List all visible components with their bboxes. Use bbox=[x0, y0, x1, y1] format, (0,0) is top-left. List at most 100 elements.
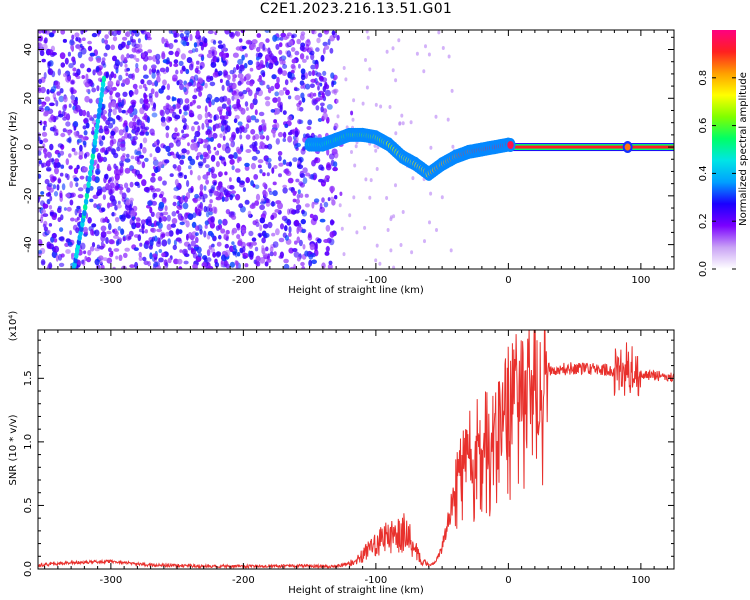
noise-cell bbox=[232, 244, 237, 251]
noise-cell bbox=[258, 111, 265, 117]
noise-cell bbox=[116, 30, 122, 36]
x-tick-label: -300 bbox=[100, 275, 123, 286]
noise-cell bbox=[217, 106, 223, 113]
noise-cell bbox=[83, 79, 89, 86]
noise-cell bbox=[296, 226, 300, 234]
noise-cell bbox=[162, 79, 167, 86]
y-tick-label: 1.5 bbox=[23, 370, 34, 386]
noise-cell bbox=[331, 89, 337, 94]
noise-cell bbox=[267, 143, 273, 150]
noise-cell bbox=[38, 136, 41, 142]
noise-cell bbox=[282, 159, 287, 165]
noise-cell bbox=[294, 219, 300, 227]
noise-cell bbox=[144, 240, 150, 245]
noise-cell bbox=[42, 203, 49, 209]
noise-cell bbox=[221, 47, 227, 52]
noise-cell bbox=[49, 143, 54, 151]
noise-cell bbox=[43, 147, 47, 155]
noise-cell bbox=[103, 52, 108, 57]
noise-cell bbox=[287, 95, 292, 100]
noise-cell bbox=[172, 201, 177, 207]
noise-cell bbox=[107, 145, 113, 152]
noise-cell bbox=[100, 234, 106, 242]
noise-cell bbox=[243, 62, 248, 69]
noise-cell bbox=[256, 46, 261, 53]
streak-cell bbox=[100, 80, 106, 88]
streak-cell bbox=[94, 128, 99, 136]
noise-cell bbox=[440, 195, 444, 200]
noise-cell bbox=[278, 49, 283, 55]
noise-cell bbox=[194, 47, 199, 53]
signal-cell bbox=[624, 143, 631, 151]
noise-cell bbox=[315, 241, 318, 249]
noise-cell bbox=[111, 211, 115, 217]
noise-cell bbox=[76, 164, 80, 170]
noise-cell bbox=[44, 110, 50, 114]
noise-cell bbox=[236, 64, 240, 70]
noise-cell bbox=[155, 146, 161, 154]
streak-cell bbox=[87, 175, 92, 183]
noise-cell bbox=[60, 164, 65, 169]
noise-cell bbox=[181, 129, 185, 134]
noise-cell bbox=[270, 214, 275, 220]
noise-cell bbox=[110, 44, 115, 51]
noise-cell bbox=[170, 223, 176, 228]
noise-cell bbox=[132, 83, 138, 90]
noise-cell bbox=[224, 171, 228, 176]
noise-cell bbox=[261, 119, 266, 124]
noise-cell bbox=[252, 220, 257, 226]
noise-cell bbox=[450, 88, 454, 93]
noise-cell bbox=[292, 157, 298, 163]
noise-cell bbox=[64, 57, 69, 65]
noise-cell bbox=[339, 191, 343, 196]
noise-cell bbox=[148, 92, 153, 99]
noise-cell bbox=[176, 98, 181, 104]
noise-cell bbox=[140, 30, 145, 34]
noise-cell bbox=[147, 56, 153, 61]
noise-cell bbox=[271, 128, 277, 134]
noise-cell bbox=[166, 116, 172, 123]
noise-cell bbox=[63, 95, 68, 103]
noise-cell bbox=[54, 167, 59, 175]
noise-cell bbox=[114, 217, 120, 223]
noise-cell bbox=[335, 99, 339, 104]
noise-cell bbox=[110, 250, 114, 255]
noise-cell bbox=[52, 184, 57, 190]
noise-cell bbox=[208, 49, 213, 55]
noise-cell bbox=[116, 146, 121, 152]
noise-cell bbox=[399, 243, 403, 247]
noise-cell bbox=[265, 157, 272, 163]
noise-cell bbox=[193, 121, 199, 125]
noise-cell bbox=[107, 163, 111, 171]
noise-cell bbox=[211, 99, 216, 106]
noise-cell bbox=[264, 261, 269, 267]
noise-cell bbox=[178, 239, 183, 244]
noise-cell bbox=[300, 261, 305, 267]
noise-cell bbox=[254, 133, 260, 140]
noise-cell bbox=[53, 238, 58, 243]
noise-cell bbox=[91, 126, 95, 131]
noise-cell bbox=[211, 51, 215, 56]
noise-cell bbox=[287, 177, 294, 184]
noise-cell bbox=[152, 165, 156, 170]
noise-cell bbox=[129, 197, 134, 202]
streak-cell bbox=[101, 75, 107, 83]
noise-cell bbox=[389, 217, 393, 222]
noise-cell bbox=[217, 219, 223, 225]
noise-cell bbox=[87, 249, 92, 256]
noise-cell bbox=[185, 220, 190, 228]
noise-cell bbox=[105, 72, 109, 79]
noise-cell bbox=[156, 228, 163, 233]
noise-cell bbox=[264, 30, 270, 33]
noise-cell bbox=[196, 81, 201, 89]
noise-cell bbox=[53, 97, 57, 102]
noise-cell bbox=[108, 239, 115, 245]
noise-cell bbox=[329, 185, 335, 193]
noise-cell bbox=[53, 132, 59, 137]
noise-cell bbox=[254, 184, 260, 190]
noise-cell bbox=[159, 67, 166, 73]
noise-cell bbox=[259, 132, 263, 140]
noise-cell bbox=[38, 173, 42, 179]
noise-cell bbox=[98, 156, 104, 162]
noise-cell bbox=[224, 243, 229, 249]
